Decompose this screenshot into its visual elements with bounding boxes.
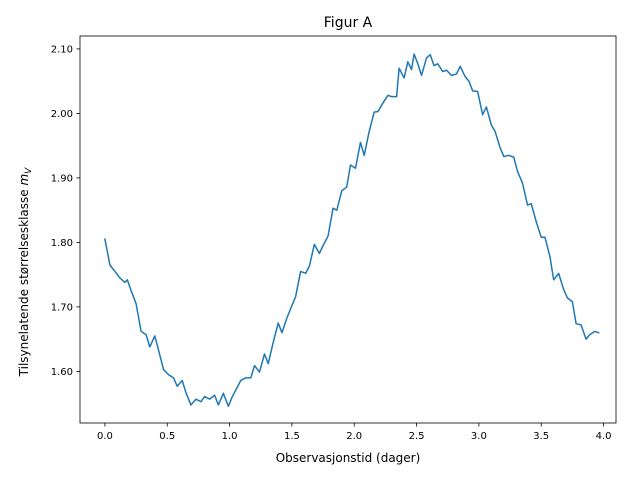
axes: 0.0 0.5 1.0 1.5 2.0 2.5 3.0 3.5 4.0 1.60 1.70 1.80 1…	[51, 35, 617, 442]
x-tick-label: 1.5	[284, 431, 300, 442]
x-tick-label: 1.0	[222, 431, 238, 442]
y-axis-label-text: Tilsynelatende størrelsesklasse	[17, 186, 31, 378]
x-tick-label: 3.5	[533, 431, 549, 442]
y-tick-label: 2.00	[51, 109, 73, 120]
plot-area	[104, 53, 600, 407]
y-tick-label: 1.60	[51, 367, 73, 378]
x-tick-label: 0.5	[159, 431, 175, 442]
chart-title: Figur A	[324, 15, 373, 31]
series-line-0	[104, 53, 600, 407]
y-tick-label: 1.80	[51, 238, 73, 249]
y-tick-label: 1.70	[51, 302, 73, 313]
x-tick-label: 3.0	[471, 431, 487, 442]
x-tick-label: 2.0	[346, 431, 362, 442]
y-axis-label: Tilsynelatende størrelsesklasse mV	[17, 167, 34, 378]
y-tick-label: 2.10	[51, 44, 73, 55]
y-axis-label-subscript: V	[24, 167, 34, 174]
x-axis-label: Observasjonstid (dager)	[276, 451, 421, 465]
x-tick-label: 0.0	[97, 431, 113, 442]
plot-frame	[79, 35, 617, 424]
y-tick-label: 1.90	[51, 173, 73, 184]
x-tick-label: 4.0	[596, 431, 612, 442]
x-tick-label: 2.5	[409, 431, 425, 442]
y-axis-label-symbol: m	[17, 174, 31, 186]
